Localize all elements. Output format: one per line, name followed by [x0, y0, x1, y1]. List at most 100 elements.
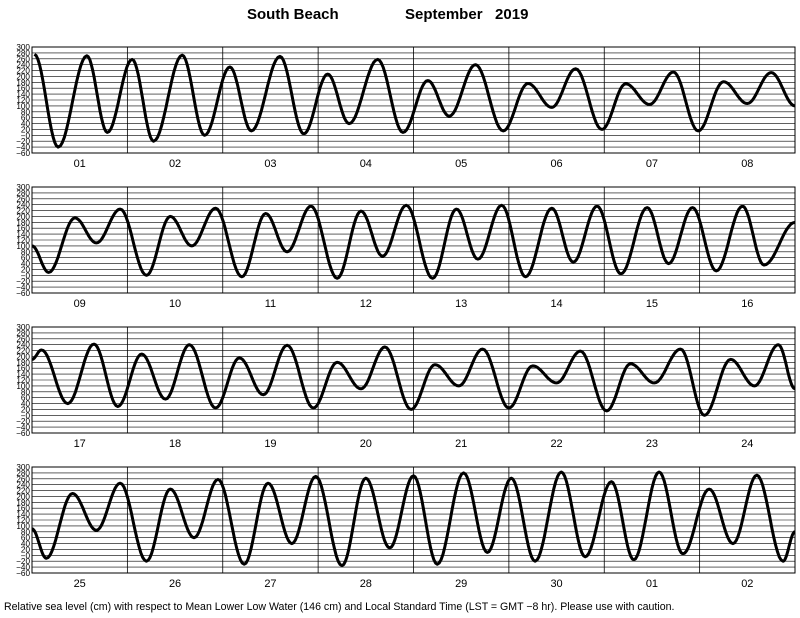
y-tick-label: −20: [16, 277, 30, 286]
day-label: 23: [646, 438, 658, 450]
day-label: 01: [74, 158, 86, 170]
y-tick-label: 80: [21, 248, 31, 257]
day-label: 13: [455, 298, 467, 310]
day-label: 08: [741, 158, 753, 170]
y-tick-label: 180: [16, 358, 30, 367]
day-label: 19: [264, 438, 276, 450]
y-tick-label: 200: [16, 72, 30, 81]
y-tick-label: 220: [16, 487, 30, 496]
y-tick-label: −40: [16, 283, 30, 292]
tide-series-line: [33, 53, 796, 149]
day-label: 22: [550, 438, 562, 450]
day-label: 20: [360, 438, 372, 450]
day-label: 26: [169, 578, 181, 590]
tide-chart: −60−40−20−020406080100120140160180200220…: [16, 43, 796, 590]
day-label: 25: [74, 578, 86, 590]
y-tick-label: 180: [16, 78, 30, 87]
y-tick-label: 60: [21, 114, 31, 123]
y-tick-label: −20: [16, 557, 30, 566]
y-tick-label: 160: [16, 364, 30, 373]
y-tick-label: 100: [16, 382, 30, 391]
chart-title-month-year: September 2019: [405, 6, 528, 23]
y-tick-label: −0: [21, 131, 31, 140]
y-tick-label: 220: [16, 347, 30, 356]
day-label: 16: [741, 298, 753, 310]
y-tick-label: 120: [16, 236, 30, 245]
y-tick-label: 200: [16, 492, 30, 501]
y-tick-label: 120: [16, 96, 30, 105]
day-label: 29: [455, 578, 467, 590]
day-label: 24: [741, 438, 753, 450]
y-tick-label: 140: [16, 90, 30, 99]
y-tick-label: 200: [16, 352, 30, 361]
day-label: 10: [169, 298, 181, 310]
y-tick-label: −60: [16, 569, 30, 578]
y-tick-label: −0: [21, 551, 31, 560]
day-label: 11: [265, 298, 276, 310]
y-tick-label: 240: [16, 201, 30, 210]
y-tick-label: 120: [16, 376, 30, 385]
y-tick-label: 200: [16, 212, 30, 221]
y-tick-label: 260: [16, 55, 30, 64]
y-tick-label: 100: [16, 522, 30, 531]
y-tick-label: −0: [21, 411, 31, 420]
day-label: 09: [74, 298, 86, 310]
tide-series-line: [31, 342, 796, 417]
y-tick-label: 20: [21, 265, 31, 274]
y-tick-label: 160: [16, 84, 30, 93]
y-tick-label: 260: [16, 475, 30, 484]
panel-frame: [31, 186, 796, 294]
y-tick-label: 300: [16, 323, 30, 332]
y-tick-label: 100: [16, 242, 30, 251]
y-tick-label: 40: [21, 120, 31, 129]
day-label: 12: [360, 298, 372, 310]
y-tick-label: 20: [21, 545, 31, 554]
day-label: 03: [264, 158, 276, 170]
y-tick-label: 280: [16, 329, 30, 338]
y-tick-label: 100: [16, 102, 30, 111]
y-tick-label: 300: [16, 183, 30, 192]
y-tick-label: 300: [16, 463, 30, 472]
y-tick-label: 300: [16, 43, 30, 52]
day-label: 07: [646, 158, 658, 170]
y-tick-label: 180: [16, 218, 30, 227]
y-tick-label: 280: [16, 49, 30, 58]
panel-frame: [31, 46, 796, 154]
y-tick-label: 20: [21, 405, 31, 414]
y-tick-label: −40: [16, 143, 30, 152]
y-tick-label: 240: [16, 341, 30, 350]
tide-series-line: [31, 470, 796, 568]
y-tick-label: 60: [21, 254, 31, 263]
tide-series-line: [31, 203, 796, 280]
y-tick-label: 80: [21, 528, 31, 537]
y-tick-label: 220: [16, 207, 30, 216]
day-label: 14: [550, 298, 562, 310]
chart-title-year: 2019: [495, 6, 529, 23]
y-tick-label: 180: [16, 498, 30, 507]
day-label: 02: [741, 578, 753, 590]
y-tick-label: 260: [16, 335, 30, 344]
day-label: 02: [169, 158, 181, 170]
y-tick-label: 140: [16, 510, 30, 519]
chart-title-location: South Beach: [247, 6, 339, 23]
day-label: 01: [646, 578, 658, 590]
y-tick-label: −0: [21, 271, 31, 280]
day-label: 17: [74, 438, 86, 450]
y-tick-label: 140: [16, 370, 30, 379]
panel-frame: [31, 326, 796, 434]
y-tick-label: 60: [21, 394, 31, 403]
y-tick-label: 140: [16, 230, 30, 239]
y-tick-label: 280: [16, 469, 30, 478]
y-tick-label: 220: [16, 67, 30, 76]
day-label: 27: [264, 578, 276, 590]
day-label: 06: [550, 158, 562, 170]
panel-frame: [31, 466, 796, 574]
day-label: 05: [455, 158, 467, 170]
y-tick-label: 80: [21, 108, 31, 117]
y-tick-label: −60: [16, 429, 30, 438]
y-tick-label: 40: [21, 400, 31, 409]
chart-title-month: September: [405, 6, 483, 23]
y-tick-label: 40: [21, 540, 31, 549]
y-tick-label: 280: [16, 189, 30, 198]
chart-footnote: Relative sea level (cm) with respect to …: [4, 601, 675, 613]
